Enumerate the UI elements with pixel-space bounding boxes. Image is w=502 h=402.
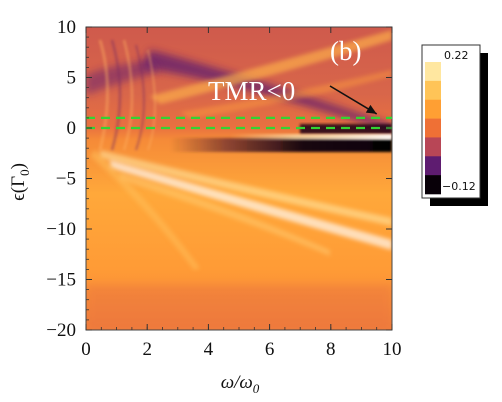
- x-axis-title-subscript: 0: [253, 381, 260, 396]
- colorbar-swatch: [425, 175, 441, 195]
- heatmap-bottom-wash: [86, 285, 392, 330]
- heatmap-fan-streak-1: [100, 150, 392, 226]
- y-tick-label: 5: [67, 68, 77, 89]
- heatmap-fan-streak-3: [120, 172, 330, 256]
- heatmap-dark-band: [170, 138, 392, 152]
- x-axis-title: ω/ω0: [221, 372, 260, 396]
- heatmap-fan-streak-2: [110, 160, 392, 250]
- x-tick-label: 4: [204, 339, 214, 360]
- y-tick-label: −10: [46, 219, 76, 240]
- y-tick-label: 10: [57, 17, 76, 38]
- x-tick-label: 10: [383, 339, 402, 360]
- panel-label: (b): [330, 36, 361, 66]
- colorbar-swatches: [425, 62, 441, 195]
- y-tick-label: −15: [46, 270, 76, 291]
- y-tick-label: 0: [67, 118, 77, 139]
- y-axis-title-main: ϵ(Γ: [8, 176, 29, 201]
- x-axis-ticks: 0 2 4 6 8 10: [81, 27, 402, 360]
- heatmap-light-streak-upper2: [180, 70, 392, 118]
- colorbar-swatch: [425, 80, 441, 101]
- colorbar-swatch: [425, 137, 441, 157]
- y-axis-title-close: ): [8, 163, 29, 169]
- colorbar-min-label: −0.12: [442, 180, 476, 193]
- heatmap-light-streak-upper: [150, 30, 392, 104]
- colorbar-max-label: 0.22: [444, 49, 469, 62]
- heatmap-plot-area: [86, 27, 392, 330]
- heatmap-light-streak-zero: [230, 134, 392, 140]
- heatmap-purple-band: [140, 50, 392, 132]
- heatmap-ripples: [98, 39, 156, 151]
- y-tick-label: −5: [56, 169, 76, 190]
- colorbar-swatch: [425, 62, 441, 82]
- tmr-annotation: TMR<0: [208, 76, 295, 106]
- x-tick-label: 0: [81, 339, 91, 360]
- colorbar-swatch: [425, 118, 441, 138]
- annotation-arrowhead-icon: [365, 104, 377, 114]
- y-axis-title: ϵ(Γ0): [8, 163, 32, 201]
- x-axis-title-main: ω/ω: [221, 372, 253, 393]
- y-axis-title-subscript: 0: [17, 169, 32, 176]
- colorbar: 0.22 −0.12: [421, 44, 488, 206]
- colorbar-swatch: [425, 156, 441, 176]
- x-tick-label: 6: [265, 339, 275, 360]
- heatmap-fan-streak-4: [90, 150, 200, 270]
- colorbar-swatch: [425, 99, 441, 119]
- y-tick-label: −20: [46, 320, 76, 341]
- y-axis-ticks: 10 5 0 −5 −10 −15 −20: [46, 17, 392, 341]
- x-tick-label: 8: [326, 339, 336, 360]
- x-tick-label: 2: [142, 339, 152, 360]
